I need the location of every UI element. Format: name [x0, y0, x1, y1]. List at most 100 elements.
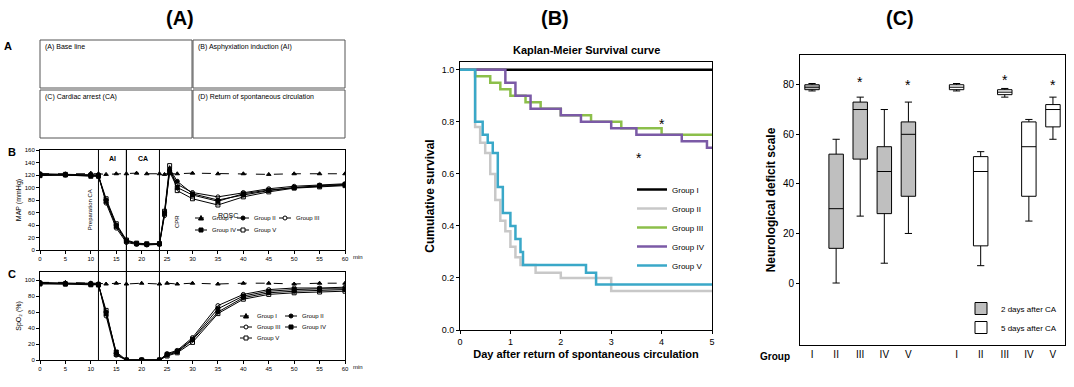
svg-text:30: 30 [189, 256, 196, 262]
svg-text:0.4: 0.4 [442, 221, 455, 231]
svg-text:B: B [8, 146, 16, 158]
svg-text:SpO₂ (%): SpO₂ (%) [15, 301, 23, 331]
svg-text:*: * [636, 150, 642, 166]
svg-text:Group I: Group I [672, 186, 699, 195]
svg-text:60: 60 [342, 366, 349, 372]
svg-text:80: 80 [28, 293, 35, 299]
svg-text:0.0: 0.0 [442, 325, 455, 335]
svg-text:50: 50 [291, 256, 298, 262]
svg-text:(A): (A) [166, 7, 194, 29]
svg-text:Group V: Group V [672, 262, 702, 271]
svg-text:10: 10 [87, 366, 94, 372]
svg-text:(B) Asphyxiation induction (AI: (B) Asphyxiation induction (AI) [198, 43, 292, 51]
svg-text:CPR: CPR [174, 215, 180, 228]
svg-text:20: 20 [783, 228, 795, 239]
svg-text:I: I [955, 349, 958, 360]
svg-text:Kaplan-Meier Survival curve: Kaplan-Meier Survival curve [513, 44, 660, 56]
svg-text:Neurological deficit scale: Neurological deficit scale [764, 127, 778, 272]
svg-text:100: 100 [25, 185, 36, 191]
svg-text:55: 55 [316, 366, 323, 372]
svg-text:*: * [659, 116, 665, 132]
svg-text:Cumulative survival: Cumulative survival [423, 139, 437, 252]
svg-text:40: 40 [783, 178, 795, 189]
svg-text:Group IV: Group IV [212, 227, 236, 233]
svg-text:V: V [905, 349, 912, 360]
svg-text:Preparation CA: Preparation CA [87, 189, 93, 230]
svg-text:25: 25 [164, 366, 171, 372]
svg-text:15: 15 [113, 256, 120, 262]
svg-text:5 days after CA: 5 days after CA [1001, 324, 1057, 333]
svg-text:0.6: 0.6 [442, 169, 455, 179]
svg-text:20: 20 [138, 256, 145, 262]
svg-text:II: II [833, 349, 839, 360]
svg-text:AI: AI [109, 155, 116, 162]
svg-text:0: 0 [38, 366, 42, 372]
svg-text:I: I [811, 349, 814, 360]
svg-text:80: 80 [783, 79, 795, 90]
svg-text:A: A [4, 40, 12, 52]
svg-text:Group II: Group II [672, 205, 701, 214]
svg-text:Group V: Group V [257, 335, 279, 341]
svg-text:1: 1 [508, 337, 513, 347]
svg-text:4: 4 [659, 337, 664, 347]
svg-text:Group II: Group II [302, 313, 324, 319]
svg-text:IV: IV [1024, 349, 1034, 360]
svg-text:30: 30 [189, 366, 196, 372]
svg-text:5: 5 [64, 366, 68, 372]
svg-text:60: 60 [783, 129, 795, 140]
svg-text:45: 45 [265, 366, 272, 372]
svg-text:2 days after CA: 2 days after CA [1001, 305, 1057, 314]
svg-text:min: min [353, 364, 363, 370]
svg-text:3: 3 [609, 337, 614, 347]
svg-text:35: 35 [215, 256, 222, 262]
svg-text:100: 100 [25, 277, 36, 283]
svg-text:160: 160 [25, 147, 36, 153]
svg-text:0: 0 [31, 247, 35, 253]
svg-text:Day after return of spontaneou: Day after return of spontaneous circulat… [473, 348, 699, 360]
svg-text:Group IV: Group IV [672, 243, 705, 252]
svg-text:5: 5 [64, 256, 68, 262]
svg-text:40: 40 [240, 256, 247, 262]
svg-text:(C) Cardiac arrest (CA): (C) Cardiac arrest (CA) [45, 93, 117, 101]
svg-text:1.0: 1.0 [442, 65, 455, 75]
svg-text:0: 0 [38, 256, 42, 262]
svg-text:IV: IV [880, 349, 890, 360]
svg-text:45: 45 [265, 256, 272, 262]
svg-text:40: 40 [28, 222, 35, 228]
svg-text:V: V [1050, 349, 1057, 360]
svg-text:120: 120 [25, 172, 36, 178]
svg-text:60: 60 [28, 210, 35, 216]
svg-text:55: 55 [316, 256, 323, 262]
svg-text:Group III: Group III [296, 215, 320, 221]
svg-text:Group IV: Group IV [302, 324, 326, 330]
svg-text:ROSC: ROSC [218, 212, 238, 219]
svg-text:Group: Group [760, 351, 790, 362]
svg-text:40: 40 [240, 366, 247, 372]
svg-text:2: 2 [558, 337, 563, 347]
svg-text:*: * [1050, 77, 1056, 93]
svg-text:0.8: 0.8 [442, 117, 455, 127]
svg-text:60: 60 [28, 309, 35, 315]
svg-text:CA: CA [138, 155, 148, 162]
svg-text:20: 20 [28, 341, 35, 347]
svg-text:II: II [978, 349, 984, 360]
svg-text:0: 0 [31, 357, 35, 363]
svg-text:Group I: Group I [257, 313, 277, 319]
svg-text:0.2: 0.2 [442, 273, 455, 283]
svg-text:MAP (mmHg): MAP (mmHg) [15, 179, 23, 221]
svg-text:III: III [856, 349, 864, 360]
svg-text:5: 5 [709, 337, 714, 347]
svg-text:Group III: Group III [672, 224, 703, 233]
svg-text:(D) Return of spontaneous circ: (D) Return of spontaneous circulation [198, 93, 314, 101]
svg-text:15: 15 [113, 366, 120, 372]
svg-text:(C): (C) [886, 7, 914, 29]
svg-text:C: C [8, 268, 16, 280]
svg-text:40: 40 [28, 325, 35, 331]
svg-text:Group V: Group V [254, 227, 276, 233]
svg-text:(A) Base line: (A) Base line [45, 43, 85, 51]
svg-text:35: 35 [215, 366, 222, 372]
svg-text:(B): (B) [541, 7, 569, 29]
svg-text:20: 20 [28, 235, 35, 241]
svg-text:80: 80 [28, 197, 35, 203]
svg-text:50: 50 [291, 366, 298, 372]
